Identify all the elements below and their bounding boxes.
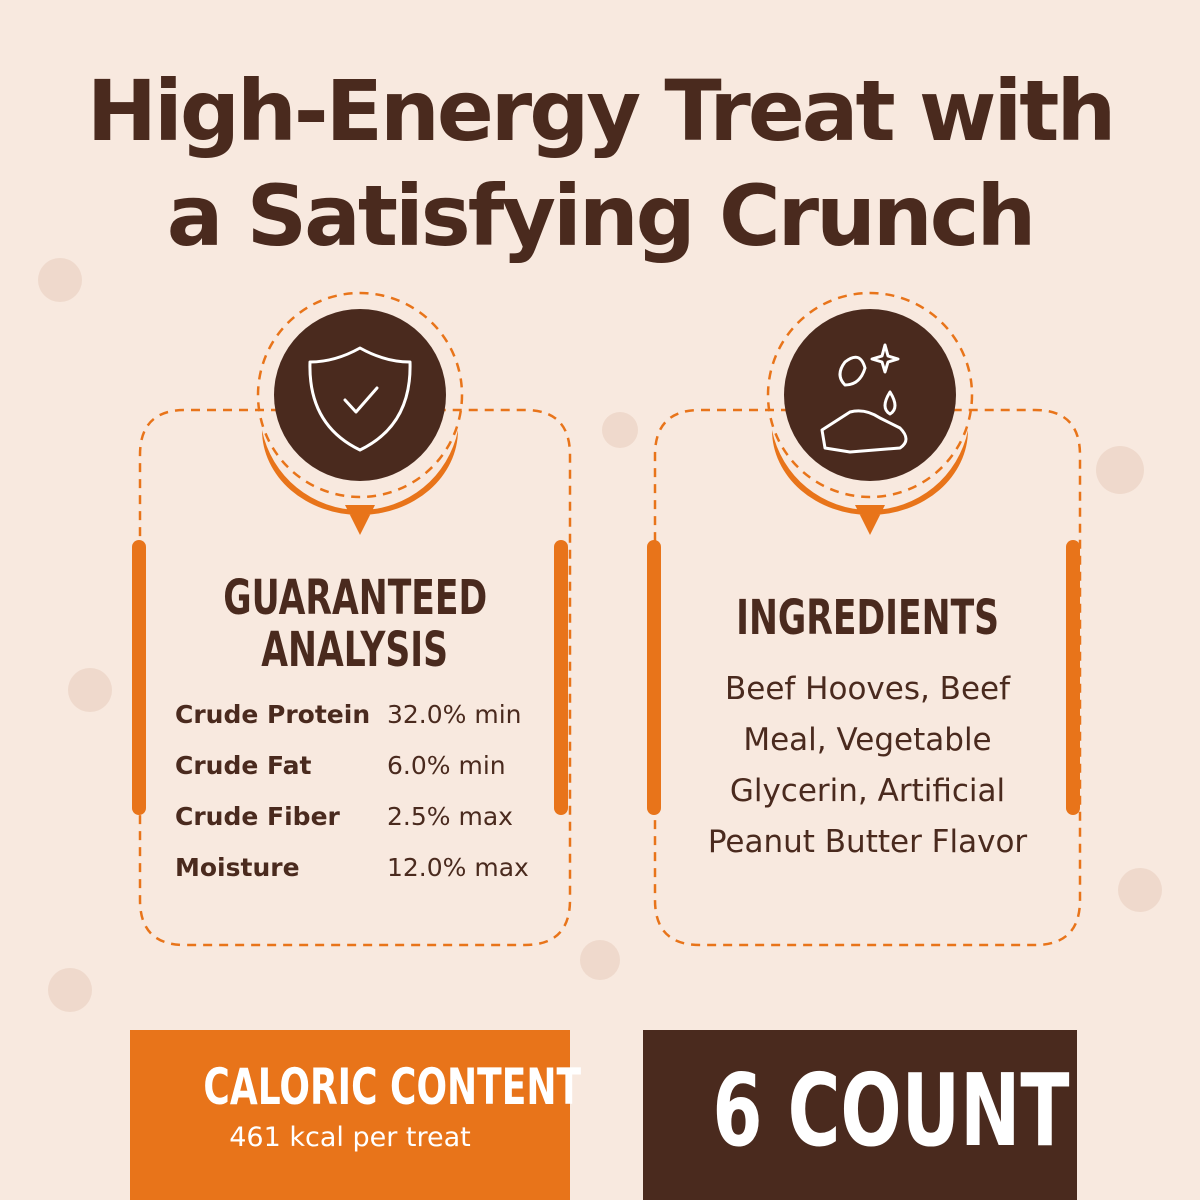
- row-value: 2.5% max: [387, 802, 513, 831]
- title-line: GUARANTEED: [223, 570, 487, 626]
- accents: [132, 430, 1080, 815]
- caloric-text: 461 kcal per treat: [229, 1122, 471, 1153]
- paw-prints: [38, 258, 1162, 1012]
- analysis-title: GUARANTEED ANALYSIS: [140, 572, 570, 676]
- ingredients-text: Beef Hooves, Beef Meal, Vegetable Glycer…: [707, 671, 1028, 860]
- row-label: Crude Protein: [175, 700, 371, 729]
- title-line: a Satisfying Crunch: [166, 167, 1037, 265]
- caloric-box: [130, 1030, 570, 1200]
- row-label: Moisture: [175, 853, 300, 882]
- row-label: Crude Fat: [175, 751, 312, 780]
- row-value: 6.0% min: [387, 751, 506, 780]
- icon-circle: [784, 309, 956, 481]
- row-value: 32.0% min: [387, 700, 522, 729]
- count: 6 COUNT: [643, 1052, 1077, 1169]
- row-value: 12.0% max: [387, 853, 529, 882]
- count-box: [643, 1030, 1077, 1200]
- heading: CALORIC CONTENT: [203, 1058, 582, 1116]
- title-line: ANALYSIS: [261, 622, 449, 678]
- heading: INGREDIENTS: [736, 590, 999, 646]
- card-outlines: [138, 291, 1082, 947]
- icons: [308, 343, 908, 454]
- ingredients-title: INGREDIENTS: [655, 592, 1080, 644]
- row-label: Crude Fiber: [175, 802, 340, 831]
- icon-circle: [274, 309, 446, 481]
- count-text: 6 COUNT: [712, 1052, 1070, 1169]
- caloric-title: CALORIC CONTENT: [130, 1058, 581, 1116]
- title-line: High-Energy Treat with: [86, 62, 1117, 160]
